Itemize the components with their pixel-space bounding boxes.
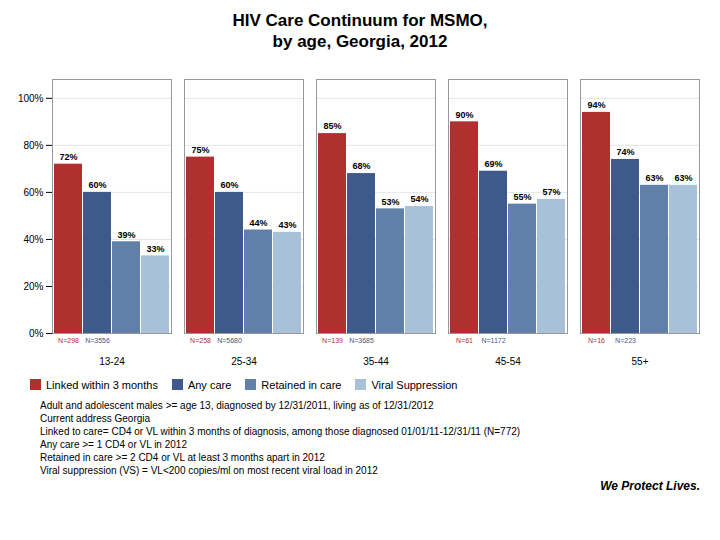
svg-text:75%: 75% [191,144,209,154]
svg-text:39%: 39% [117,229,135,239]
svg-text:33%: 33% [146,243,164,253]
html-text:Retained in care >= 2 CD4 or V: Retained in care >= 2 CD4 or VL at least… [40,451,325,463]
svg-text:60%: 60% [23,186,43,197]
svg-text:N=223: N=223 [615,337,636,344]
svg-text:55%: 55% [513,192,531,202]
svg-text:13-24: 13-24 [99,355,125,366]
html-text:Viral suppression (VS) = VL<20: Viral suppression (VS) = VL<200 copies/m… [40,464,378,476]
svg-text:20%: 20% [23,280,43,291]
svg-text:60%: 60% [88,180,106,190]
svg-text:55+: 55+ [632,355,649,366]
svg-text:45-54: 45-54 [495,355,521,366]
svg-text:68%: 68% [352,161,370,171]
html-text:Current address Georgia: Current address Georgia [40,412,151,424]
html-text:HIV Care Continuum for MSMO, b: HIV Care Continuum for MSMO, by age, Geo… [232,11,488,52]
html-text:Any care: Any care [187,378,232,391]
svg-text:N=1172: N=1172 [481,337,505,344]
svg-text:72%: 72% [59,152,77,162]
svg-text:54%: 54% [410,194,428,204]
html-text:Viral Suppression: Viral Suppression [371,378,458,391]
html-text:Retained in care: Retained in care [261,378,342,391]
svg-text:N=5680: N=5680 [217,337,242,344]
svg-text:0%: 0% [29,327,44,338]
svg-text:69%: 69% [484,159,502,169]
svg-text:60%: 60% [220,180,238,190]
svg-text:N=139: N=139 [322,337,343,344]
svg-text:N=3556: N=3556 [85,337,110,344]
svg-text:100%: 100% [18,92,44,103]
html-text:We Protect Lives.: We Protect Lives. [600,478,700,493]
svg-text:35-44: 35-44 [363,355,389,366]
svg-text:25-34: 25-34 [231,355,257,366]
svg-text:N=16: N=16 [588,337,605,344]
svg-text:63%: 63% [645,173,663,183]
svg-text:40%: 40% [23,233,43,244]
svg-text:N=3685: N=3685 [349,337,374,344]
svg-text:44%: 44% [249,217,267,227]
svg-text:90%: 90% [455,109,473,119]
svg-text:94%: 94% [587,100,605,110]
svg-text:57%: 57% [542,187,560,197]
svg-text:N=298: N=298 [58,337,79,344]
html-text:Linked to care= CD4 or VL with: Linked to care= CD4 or VL within 3 month… [40,425,521,437]
svg-text:63%: 63% [674,173,692,183]
svg-text:80%: 80% [23,139,43,150]
svg-text:53%: 53% [381,196,399,206]
html-text:Any care >= 1 CD4 or VL in 201: Any care >= 1 CD4 or VL in 2012 [40,438,187,450]
svg-text:N=61: N=61 [456,337,473,344]
svg-text:74%: 74% [616,147,634,157]
svg-text:N=258: N=258 [190,337,211,344]
svg-text:85%: 85% [323,121,341,131]
svg-text:43%: 43% [278,220,296,230]
html-text:Linked within 3 months: Linked within 3 months [46,378,158,391]
html-text:Adult and adolescent males >=: Adult and adolescent males >= age 13, di… [40,399,434,411]
